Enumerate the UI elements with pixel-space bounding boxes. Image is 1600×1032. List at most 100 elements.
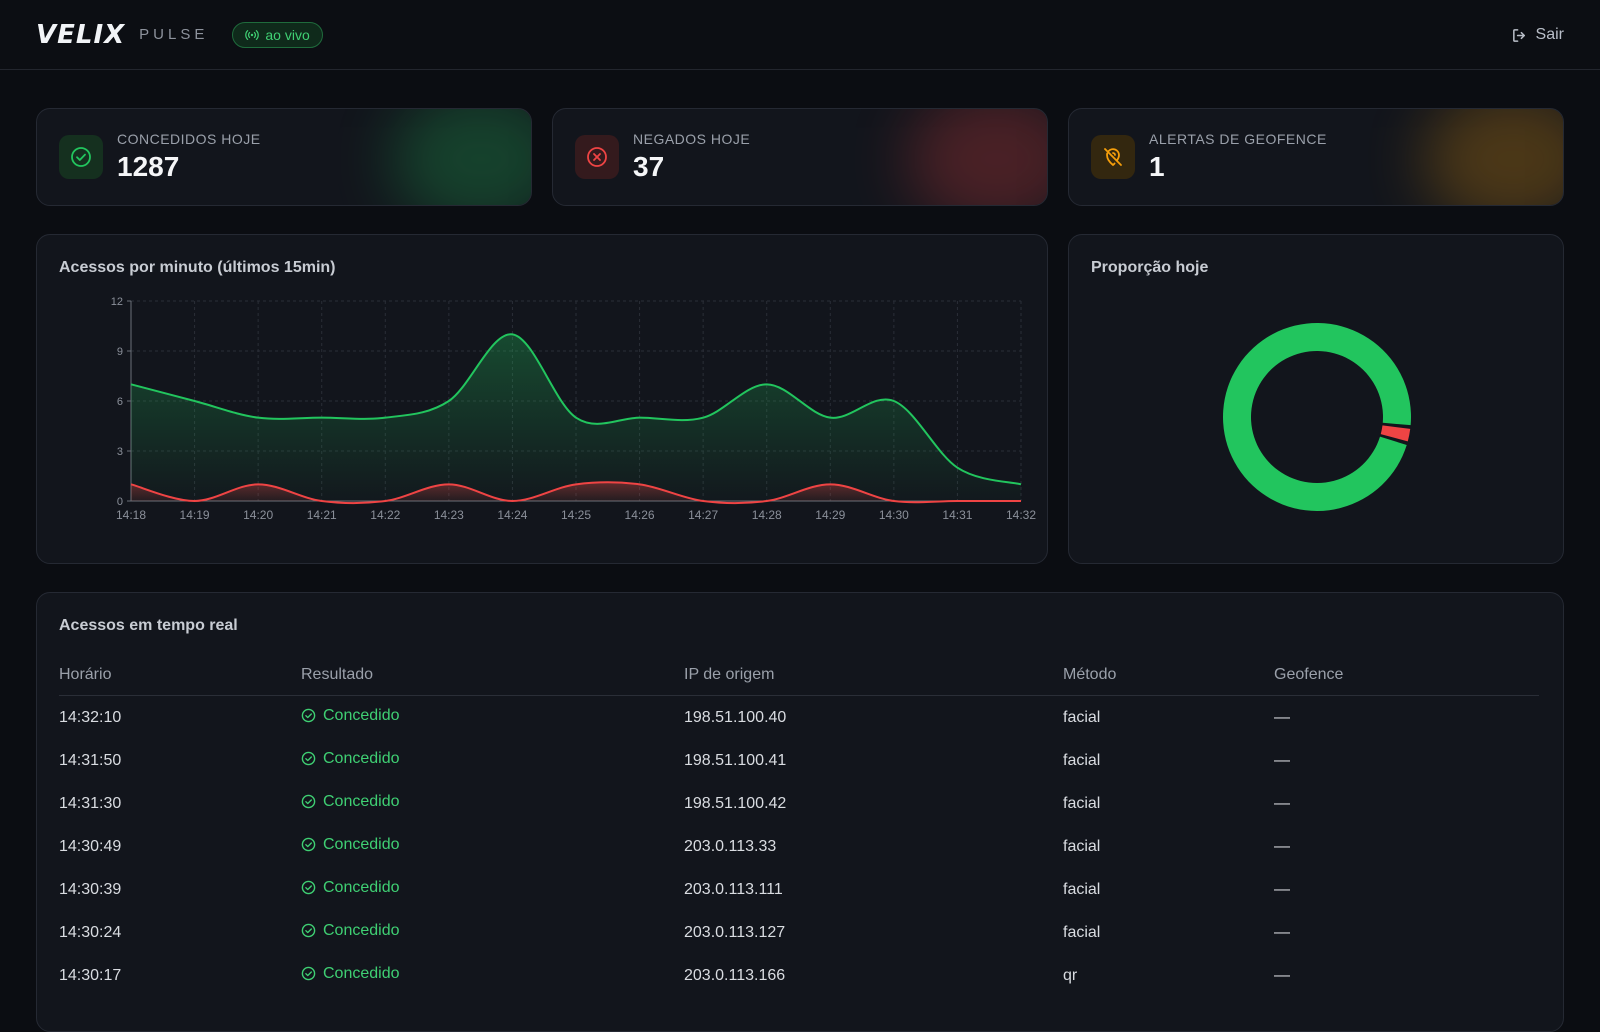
x-tick-label: 14:24 [497,508,527,522]
cell-geofence: — [1274,923,1290,941]
proportion-panel: Proporção hoje [1068,234,1564,564]
result-label: Concedido [323,964,400,982]
check-circle-icon [301,966,316,981]
cell-time: 14:31:30 [59,794,122,812]
result-status: Concedido [301,793,400,811]
cell-time: 14:31:50 [59,751,122,769]
cell-ip: 198.51.100.40 [684,708,787,726]
series-line [130,333,1022,486]
cell-time: 14:32:10 [59,708,122,726]
table-header-row: Horário Resultado IP de origem Método Ge… [59,655,1539,696]
table-row[interactable]: 14:30:39 Concedido 203.0.113.111 facial — [59,868,1539,911]
x-tick-label: 14:30 [879,508,909,522]
proportion-donut-chart [1223,323,1411,512]
y-tick-label: 12 [111,296,123,308]
column-header-ip[interactable]: IP de origem [684,655,1063,696]
cell-ip: 198.51.100.42 [684,794,787,812]
column-header-method[interactable]: Método [1063,655,1274,696]
realtime-access-panel: Acessos em tempo real Horário Resultado … [36,592,1564,1032]
cell-result: Concedido [301,911,684,954]
table-row[interactable]: 14:31:30 Concedido 198.51.100.42 facial — [59,782,1539,825]
geofence-alerts-card: ALERTAS DE GEOFENCE 1 [1068,108,1564,206]
cell-ip: 203.0.113.111 [684,880,783,898]
y-tick-label: 3 [117,446,123,458]
cell-result: Concedido [301,825,684,868]
result-label: Concedido [323,792,400,810]
x-tick-label: 14:25 [561,508,591,522]
x-tick-label: 14:32 [1006,508,1036,522]
result-status: Concedido [301,836,400,854]
x-tick-label: 14:27 [688,508,718,522]
logo: VELIX [36,19,126,50]
cell-time: 14:30:24 [59,923,122,941]
series-area [131,482,1021,504]
stat-label: ALERTAS DE GEOFENCE [1149,131,1327,147]
cell-geofence: — [1274,794,1290,812]
x-tick-label: 14:22 [370,508,400,522]
series-line [130,481,1021,505]
check-circle-icon [301,708,316,723]
result-label: Concedido [323,921,400,939]
result-label: Concedido [323,749,400,767]
subbrand: PULSE [139,26,209,43]
cell-method: facial [1063,837,1101,855]
cell-result: Concedido [301,868,684,911]
column-header-time[interactable]: Horário [59,655,301,696]
x-tick-label: 14:28 [752,508,782,522]
broadcast-icon [245,29,260,40]
table-row[interactable]: 14:30:17 Concedido 203.0.113.166 qr — [59,954,1539,997]
top-bar: VELIX PULSE ao vivo Sair [0,0,1600,70]
cell-time: 14:30:39 [59,880,122,898]
table-row[interactable]: 14:31:50 Concedido 198.51.100.41 facial — [59,739,1539,782]
donut-slice [1380,425,1411,442]
result-label: Concedido [323,706,400,724]
table-row[interactable]: 14:30:49 Concedido 203.0.113.33 facial — [59,825,1539,868]
x-tick-label: 14:18 [116,508,146,522]
column-header-geofence[interactable]: Geofence [1274,655,1539,696]
stat-value: 37 [633,151,665,182]
cell-ip: 203.0.113.127 [684,923,786,941]
cell-geofence: — [1274,966,1290,984]
y-tick-label: 6 [117,396,123,408]
cell-method: facial [1063,708,1101,726]
cell-method: facial [1063,751,1101,769]
cell-method: facial [1063,880,1101,898]
cell-geofence: — [1274,880,1290,898]
x-tick-label: 14:31 [942,508,972,522]
denied-today-card: NEGADOS HOJE 37 [552,108,1048,206]
access-table: Horário Resultado IP de origem Método Ge… [59,655,1539,997]
table-row[interactable]: 14:30:24 Concedido 203.0.113.127 facial — [59,911,1539,954]
check-circle-icon [301,794,316,809]
cell-ip: 198.51.100.41 [684,751,787,769]
logout-icon [1512,28,1525,42]
result-status: Concedido [301,965,400,983]
check-circle-icon [301,923,316,938]
logout-label: Sair [1535,26,1564,43]
granted-today-card: CONCEDIDOS HOJE 1287 [36,108,532,206]
x-tick-label: 14:26 [625,508,655,522]
cell-ip: 203.0.113.33 [684,837,777,855]
access-per-minute-panel: Acessos por minuto (últimos 15min) 0 3 6 9 1… [36,234,1048,564]
check-circle-icon [301,751,316,766]
live-label: ao vivo [265,26,310,43]
table-row[interactable]: 14:32:10 Concedido 198.51.100.40 facial — [59,696,1539,740]
result-label: Concedido [323,835,400,853]
cell-result: Concedido [301,739,684,782]
live-status-badge: ao vivo [232,21,323,48]
x-tick-label: 14:19 [180,508,210,522]
result-label: Concedido [323,878,400,896]
cell-method: facial [1063,794,1101,812]
panel-title: Acessos por minuto (últimos 15min) [59,259,336,276]
cell-result: Concedido [301,954,684,997]
cell-ip: 203.0.113.166 [684,966,786,984]
cell-time: 14:30:17 [59,966,122,984]
donut-slice [1223,323,1411,512]
y-tick-label: 0 [117,496,123,508]
check-circle-icon [59,135,103,179]
logout-button[interactable]: Sair [1511,0,1564,70]
column-header-result[interactable]: Resultado [301,655,684,696]
cell-result: Concedido [301,782,684,825]
stat-value: 1 [1149,151,1165,182]
access-line-chart: 0 3 6 9 12 14:18 14:19 14:20 14:21 14:22 14:23 14:2… [111,296,1037,522]
stat-value: 1287 [117,151,180,182]
